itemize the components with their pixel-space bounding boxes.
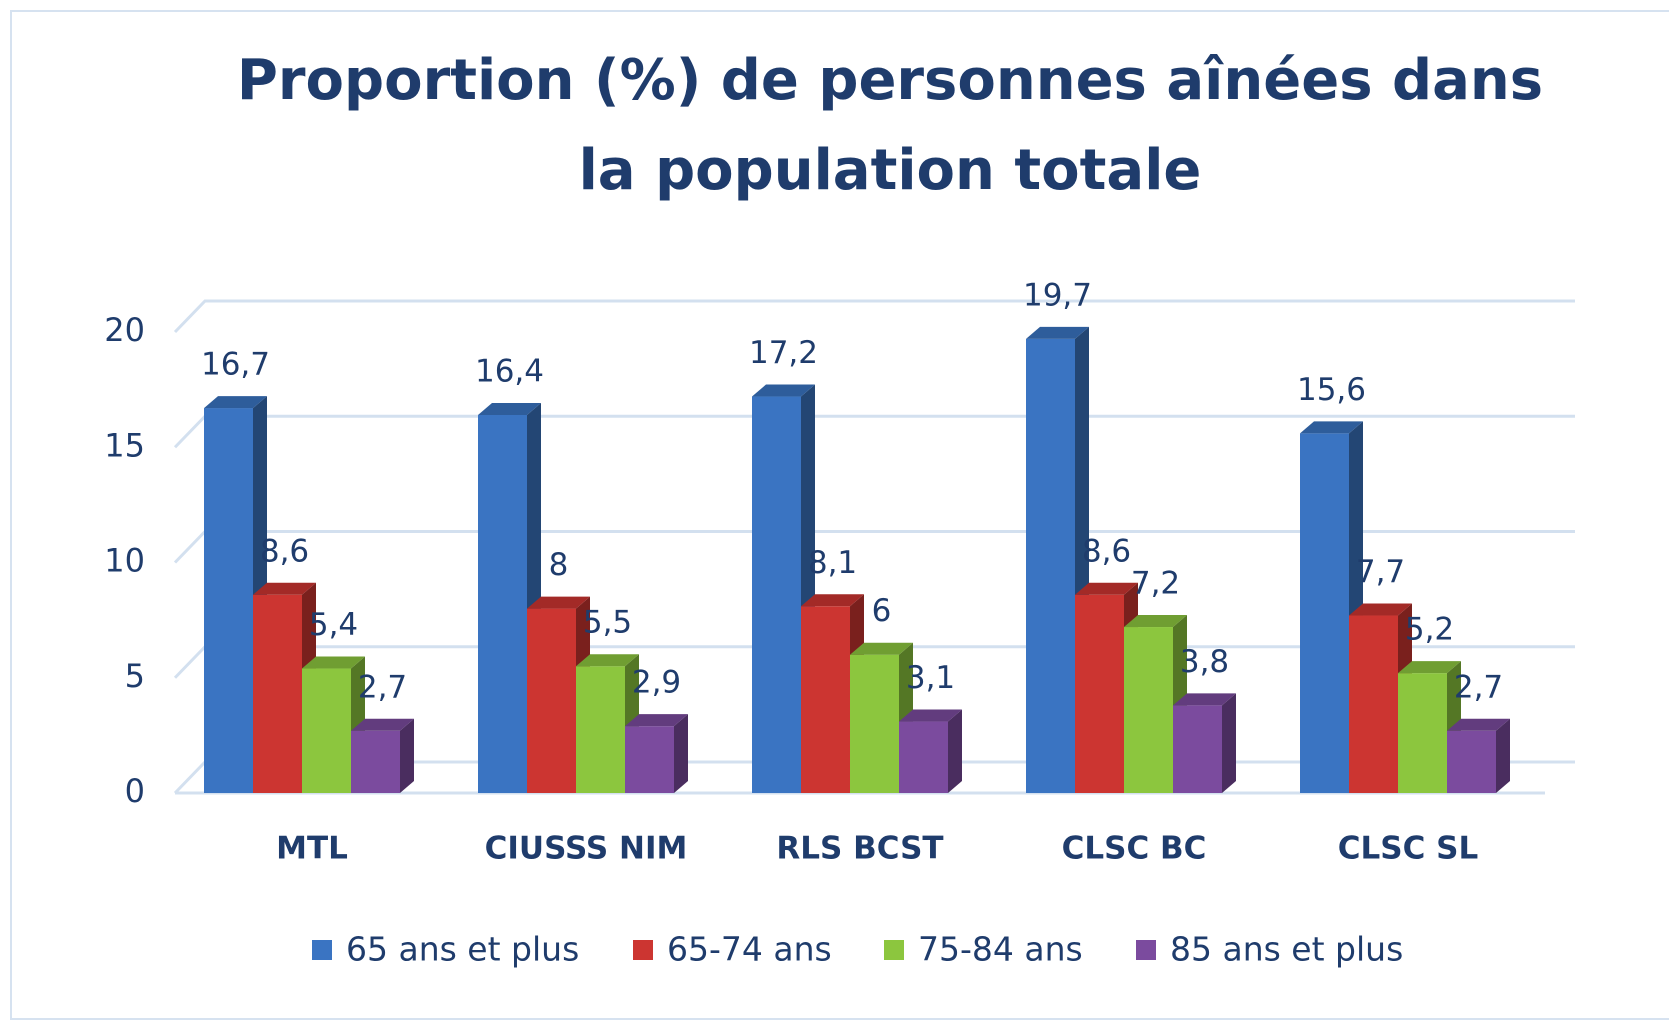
value-label: 8: [549, 547, 569, 583]
bar: [1124, 627, 1173, 793]
y-tick-label: 0: [125, 772, 145, 810]
bar-top: [351, 718, 414, 731]
bar-top: [1349, 603, 1412, 616]
grid-line: [173, 414, 1575, 449]
bar: [1447, 730, 1496, 793]
bar: [478, 414, 527, 793]
bar: [752, 396, 801, 793]
bar: [351, 730, 400, 793]
bar-side: [674, 714, 688, 793]
value-label: 3,1: [906, 660, 955, 696]
bar: [253, 594, 302, 793]
legend-label: 75-84 ans: [918, 930, 1083, 969]
value-label: 7,2: [1131, 566, 1180, 602]
bar-side: [400, 718, 414, 793]
bar: [1173, 705, 1222, 793]
x-tick-label: MTL: [276, 831, 348, 867]
value-label: 19,7: [1023, 277, 1092, 313]
bar-side: [1496, 718, 1510, 793]
bar-top: [1173, 693, 1236, 706]
bar-side: [1222, 693, 1236, 793]
chart-title: Proportion (%) de personnes aînées dans …: [236, 48, 1544, 203]
value-label: 16,7: [201, 347, 270, 383]
bar: [625, 726, 674, 793]
bar-top: [478, 402, 541, 415]
bar: [204, 408, 253, 793]
bar: [1075, 594, 1124, 793]
x-tick-label: CLSC SL: [1338, 831, 1478, 867]
bar: [1349, 615, 1398, 793]
bar-top: [576, 654, 639, 667]
value-label: 8,1: [808, 545, 857, 581]
value-label: 15,6: [1297, 372, 1366, 408]
value-label: 2,9: [632, 665, 681, 701]
bar-top: [850, 642, 913, 655]
value-label: 6: [872, 593, 892, 629]
value-label: 5,5: [583, 605, 632, 641]
bar-top: [527, 596, 590, 609]
bar: [850, 654, 899, 793]
legend-swatch: [312, 940, 332, 960]
y-tick-label: 10: [104, 542, 145, 580]
bar-top: [1398, 661, 1461, 674]
value-label: 8,6: [1082, 533, 1131, 569]
x-tick-label: CLSC BC: [1062, 831, 1207, 867]
grid-line: [173, 299, 1575, 334]
legend-swatch: [884, 940, 904, 960]
value-label: 5,2: [1405, 612, 1454, 648]
value-label: 8,6: [260, 533, 309, 569]
bar: [899, 721, 948, 793]
bar-top: [1075, 582, 1138, 595]
x-tick-label: CIUSSS NIM: [485, 831, 688, 867]
value-label: 3,8: [1180, 644, 1229, 680]
bar-top: [1447, 718, 1510, 731]
value-label: 5,4: [309, 607, 358, 643]
value-label: 16,4: [475, 353, 544, 389]
bar-top: [625, 714, 688, 727]
bar-top: [752, 384, 815, 397]
bar: [1300, 433, 1349, 793]
bar-side: [948, 709, 962, 793]
bar-top: [801, 594, 864, 607]
bar: [527, 608, 576, 793]
bar-top: [1124, 615, 1187, 628]
y-tick-label: 15: [104, 426, 145, 464]
value-label: 7,7: [1356, 554, 1405, 590]
bar: [302, 668, 351, 793]
bar: [1398, 673, 1447, 793]
bar-top: [1026, 326, 1089, 339]
x-tick-label: RLS BCST: [776, 831, 943, 867]
bar: [1026, 338, 1075, 793]
value-label: 17,2: [749, 335, 818, 371]
y-tick-label: 20: [104, 311, 145, 349]
legend-swatch: [1136, 940, 1156, 960]
value-label: 2,7: [358, 669, 407, 705]
bar-top: [253, 582, 316, 595]
bar: [576, 666, 625, 793]
legend-label: 65-74 ans: [667, 930, 832, 969]
bar-top: [899, 709, 962, 722]
y-tick-label: 5: [125, 657, 145, 695]
legend-swatch: [633, 940, 653, 960]
bar-top: [1300, 421, 1363, 434]
value-label: 2,7: [1454, 669, 1503, 705]
legend-label: 65 ans et plus: [346, 930, 579, 969]
bar: [801, 606, 850, 793]
bar-top: [302, 656, 365, 669]
legend-label: 85 ans et plus: [1170, 930, 1403, 969]
bar-top: [204, 396, 267, 409]
